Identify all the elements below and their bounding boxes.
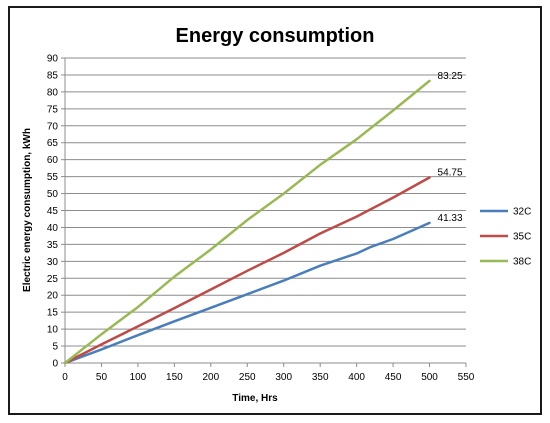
legend: 32C 35C 38C — [480, 207, 531, 268]
y-tick-label-30: 30 — [47, 257, 59, 268]
x-tick-label-450: 450 — [385, 372, 402, 383]
x-tick-label-200: 200 — [202, 372, 219, 383]
y-tick-label-45: 45 — [47, 206, 59, 217]
x-tick-label-100: 100 — [130, 372, 147, 383]
gridlines — [65, 57, 466, 347]
y-tick-label-90: 90 — [47, 54, 59, 65]
line-chart: Energy consumption 0 5 10 15 20 25 30 35 40 45 50 5… — [22, 25, 531, 404]
y-tick-label-65: 65 — [47, 138, 59, 149]
legend-label-35C: 35C — [513, 232, 531, 243]
x-tick-label-350: 350 — [312, 372, 329, 383]
x-tick-label-250: 250 — [239, 372, 256, 383]
series-line-35C — [63, 176, 431, 365]
x-tick-label-300: 300 — [275, 372, 292, 383]
legend-label-32C: 32C — [513, 207, 531, 218]
y-tick-label-70: 70 — [47, 121, 59, 132]
y-tick-label-85: 85 — [47, 70, 59, 81]
chart-frame: Energy consumption 0 5 10 15 20 25 30 35 40 45 50 5… — [8, 6, 542, 415]
y-tick-label-80: 80 — [47, 87, 59, 98]
x-axis-ticks: 0 50 100 150 200 250 300 350 400 450 500 550 — [62, 363, 475, 383]
x-tick-label-0: 0 — [62, 372, 68, 383]
x-tick-label-400: 400 — [348, 372, 365, 383]
y-axis-label: Electric energy consumption, kWh — [22, 128, 33, 292]
x-tick-label-500: 500 — [421, 372, 438, 383]
y-tick-label-35: 35 — [47, 240, 59, 251]
y-tick-label-75: 75 — [47, 104, 59, 115]
y-tick-label-5: 5 — [52, 342, 58, 353]
series-line-38C — [63, 79, 431, 365]
y-tick-label-55: 55 — [47, 172, 59, 183]
y-tick-label-10: 10 — [47, 325, 59, 336]
x-tick-label-50: 50 — [96, 372, 108, 383]
y-tick-label-40: 40 — [47, 223, 59, 234]
y-axis-ticks: 0 5 10 15 20 25 30 35 40 45 50 55 60 65 70 75 80 85 90 — [47, 54, 65, 370]
y-tick-label-25: 25 — [47, 274, 59, 285]
x-tick-label-150: 150 — [166, 372, 183, 383]
y-tick-label-0: 0 — [52, 359, 58, 370]
data-label-32C: 41.33 — [438, 213, 463, 224]
chart-title: Energy consumption — [176, 25, 375, 47]
y-tick-label-60: 60 — [47, 155, 59, 166]
series-group — [63, 79, 431, 365]
x-tick-label-550: 550 — [458, 372, 475, 383]
y-tick-label-20: 20 — [47, 291, 59, 302]
series-line-32C — [63, 221, 431, 365]
data-label-35C: 54.75 — [438, 167, 463, 178]
x-axis-label: Time, Hrs — [232, 393, 278, 404]
data-label-38C: 83.25 — [438, 71, 463, 82]
legend-label-38C: 38C — [513, 257, 531, 268]
y-tick-label-50: 50 — [47, 189, 59, 200]
y-tick-label-15: 15 — [47, 308, 59, 319]
data-labels: 41.33 54.75 83.25 — [438, 71, 463, 224]
